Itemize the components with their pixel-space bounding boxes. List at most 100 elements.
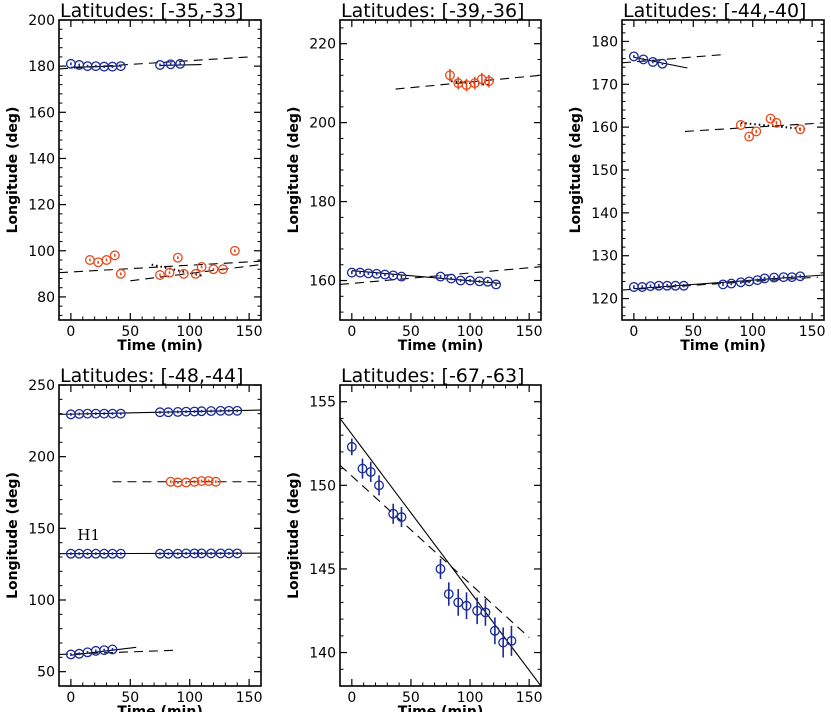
data-point-blue-63: [107, 644, 118, 655]
data-point-blue: [465, 275, 476, 286]
x-tick-label: 0: [66, 690, 75, 706]
y-tick-label: 180: [28, 59, 55, 75]
data-point-red: [744, 131, 755, 142]
data-point-red: [445, 70, 455, 81]
fit-line-dashed: [340, 464, 530, 638]
data-point-red: [208, 264, 219, 275]
x-tick-label: 150: [516, 324, 543, 340]
x-tick-label: 100: [457, 690, 484, 706]
data-point-blue: [396, 512, 407, 523]
data-point-blue-bottom: [726, 278, 737, 289]
x-tick-label: 100: [457, 324, 484, 340]
x-tick-label: 150: [236, 324, 263, 340]
data-point-blue: [365, 467, 376, 477]
data-point-blue-230: [189, 406, 200, 417]
y-tick-label: 200: [309, 116, 336, 132]
data-point-blue: [115, 61, 126, 72]
x-tick-label: 50: [402, 324, 420, 340]
x-tick-label: 150: [236, 690, 263, 706]
data-point-red: [771, 117, 782, 128]
y-tick-label: 150: [28, 521, 55, 537]
data-point-blue-132: [232, 548, 243, 559]
plot-area: [340, 68, 541, 290]
data-point-blue-bottom: [752, 275, 763, 286]
data-point-blue-bottom: [769, 272, 780, 283]
data-point-red: [196, 261, 207, 272]
data-point-blue-230: [196, 406, 207, 417]
y-tick-label: 100: [28, 244, 55, 260]
data-point-red: [795, 124, 806, 135]
data-point-blue: [489, 625, 500, 636]
data-point-blue: [165, 59, 176, 70]
data-point-red: [484, 76, 494, 87]
data-point-blue-132: [206, 548, 217, 559]
data-point-blue-bottom: [678, 280, 689, 291]
y-tick-label: 250: [28, 378, 55, 394]
data-point-red: [196, 476, 207, 486]
x-tick-label: 100: [176, 690, 203, 706]
x-tick-label: 0: [347, 324, 356, 340]
x-tick-label: 50: [121, 324, 139, 340]
data-point-blue: [388, 508, 399, 519]
data-point-blue-230: [206, 406, 217, 417]
data-point-blue-top: [657, 58, 668, 69]
data-point-blue: [435, 563, 446, 574]
chart-panel-3: Latitudes: [-44,-40] 0 50 100 150 120 130 140 15…: [568, 0, 825, 354]
data-point-red: [164, 267, 175, 278]
data-point-red: [109, 250, 120, 261]
data-point-red: [210, 476, 221, 487]
y-axis-label: Longitude (deg): [5, 107, 21, 234]
data-point-blue-132: [163, 548, 174, 559]
plot-frame: [58, 384, 262, 687]
y-tick-label: 80: [37, 290, 55, 306]
data-point-blue: [346, 441, 357, 452]
y-tick-label: 155: [309, 395, 336, 411]
data-point-blue: [453, 597, 464, 608]
data-point-blue: [443, 589, 454, 599]
chart-title: Latitudes: [-48,-44]: [60, 365, 243, 387]
plot-area: [59, 405, 261, 660]
x-tick-label: 0: [347, 690, 356, 706]
plot-frame: [58, 19, 262, 321]
x-tick-label: 50: [684, 324, 702, 340]
data-point-blue: [374, 480, 384, 491]
data-point-blue-230: [115, 408, 126, 419]
y-tick-label: 120: [28, 198, 55, 214]
data-point-blue-230: [232, 405, 243, 416]
y-tick-label: 180: [591, 34, 618, 50]
x-tick-label: 150: [516, 690, 543, 706]
data-point-red: [155, 270, 165, 280]
y-tick-label: 160: [28, 105, 55, 121]
x-axis-label: Time (min): [398, 338, 483, 354]
fit-line-dashed: [340, 266, 541, 286]
chart-panel-5: Latitudes: [-67,-63] 0 50 100 150 140 145 150 15…: [286, 365, 543, 712]
data-point-red: [735, 120, 746, 130]
data-point-red: [172, 252, 183, 263]
x-tick-label: 100: [739, 324, 766, 340]
y-tick-label: 140: [28, 151, 55, 167]
x-tick-label: 100: [176, 324, 203, 340]
x-axis-label: Time (min): [680, 338, 765, 354]
data-point-blue-230: [163, 407, 174, 418]
fit-line-dashed: [395, 74, 541, 90]
plot-area: [340, 418, 541, 686]
data-point-blue: [175, 58, 186, 69]
y-axis-label: Longitude (deg): [5, 472, 21, 599]
data-point-blue: [446, 273, 457, 284]
y-tick-label: 50: [37, 665, 55, 681]
data-point-red: [203, 476, 214, 486]
data-point-red: [178, 268, 189, 279]
data-point-red: [476, 74, 487, 85]
y-tick-label: 120: [591, 292, 618, 308]
plot-area: [622, 51, 824, 292]
data-point-blue-132: [115, 548, 126, 559]
y-tick-label: 150: [591, 163, 618, 179]
data-point-blue: [155, 60, 165, 70]
chart-title: Latitudes: [-39,-36]: [341, 0, 524, 22]
y-axis-label: Longitude (deg): [568, 107, 584, 234]
y-tick-label: 160: [591, 120, 618, 136]
fit-line-dashed: [684, 122, 824, 132]
data-point-blue: [506, 635, 517, 646]
chart-panel-2: Latitudes: [-39,-36] 0 50 100 150 160 180 200 22…: [286, 0, 543, 354]
